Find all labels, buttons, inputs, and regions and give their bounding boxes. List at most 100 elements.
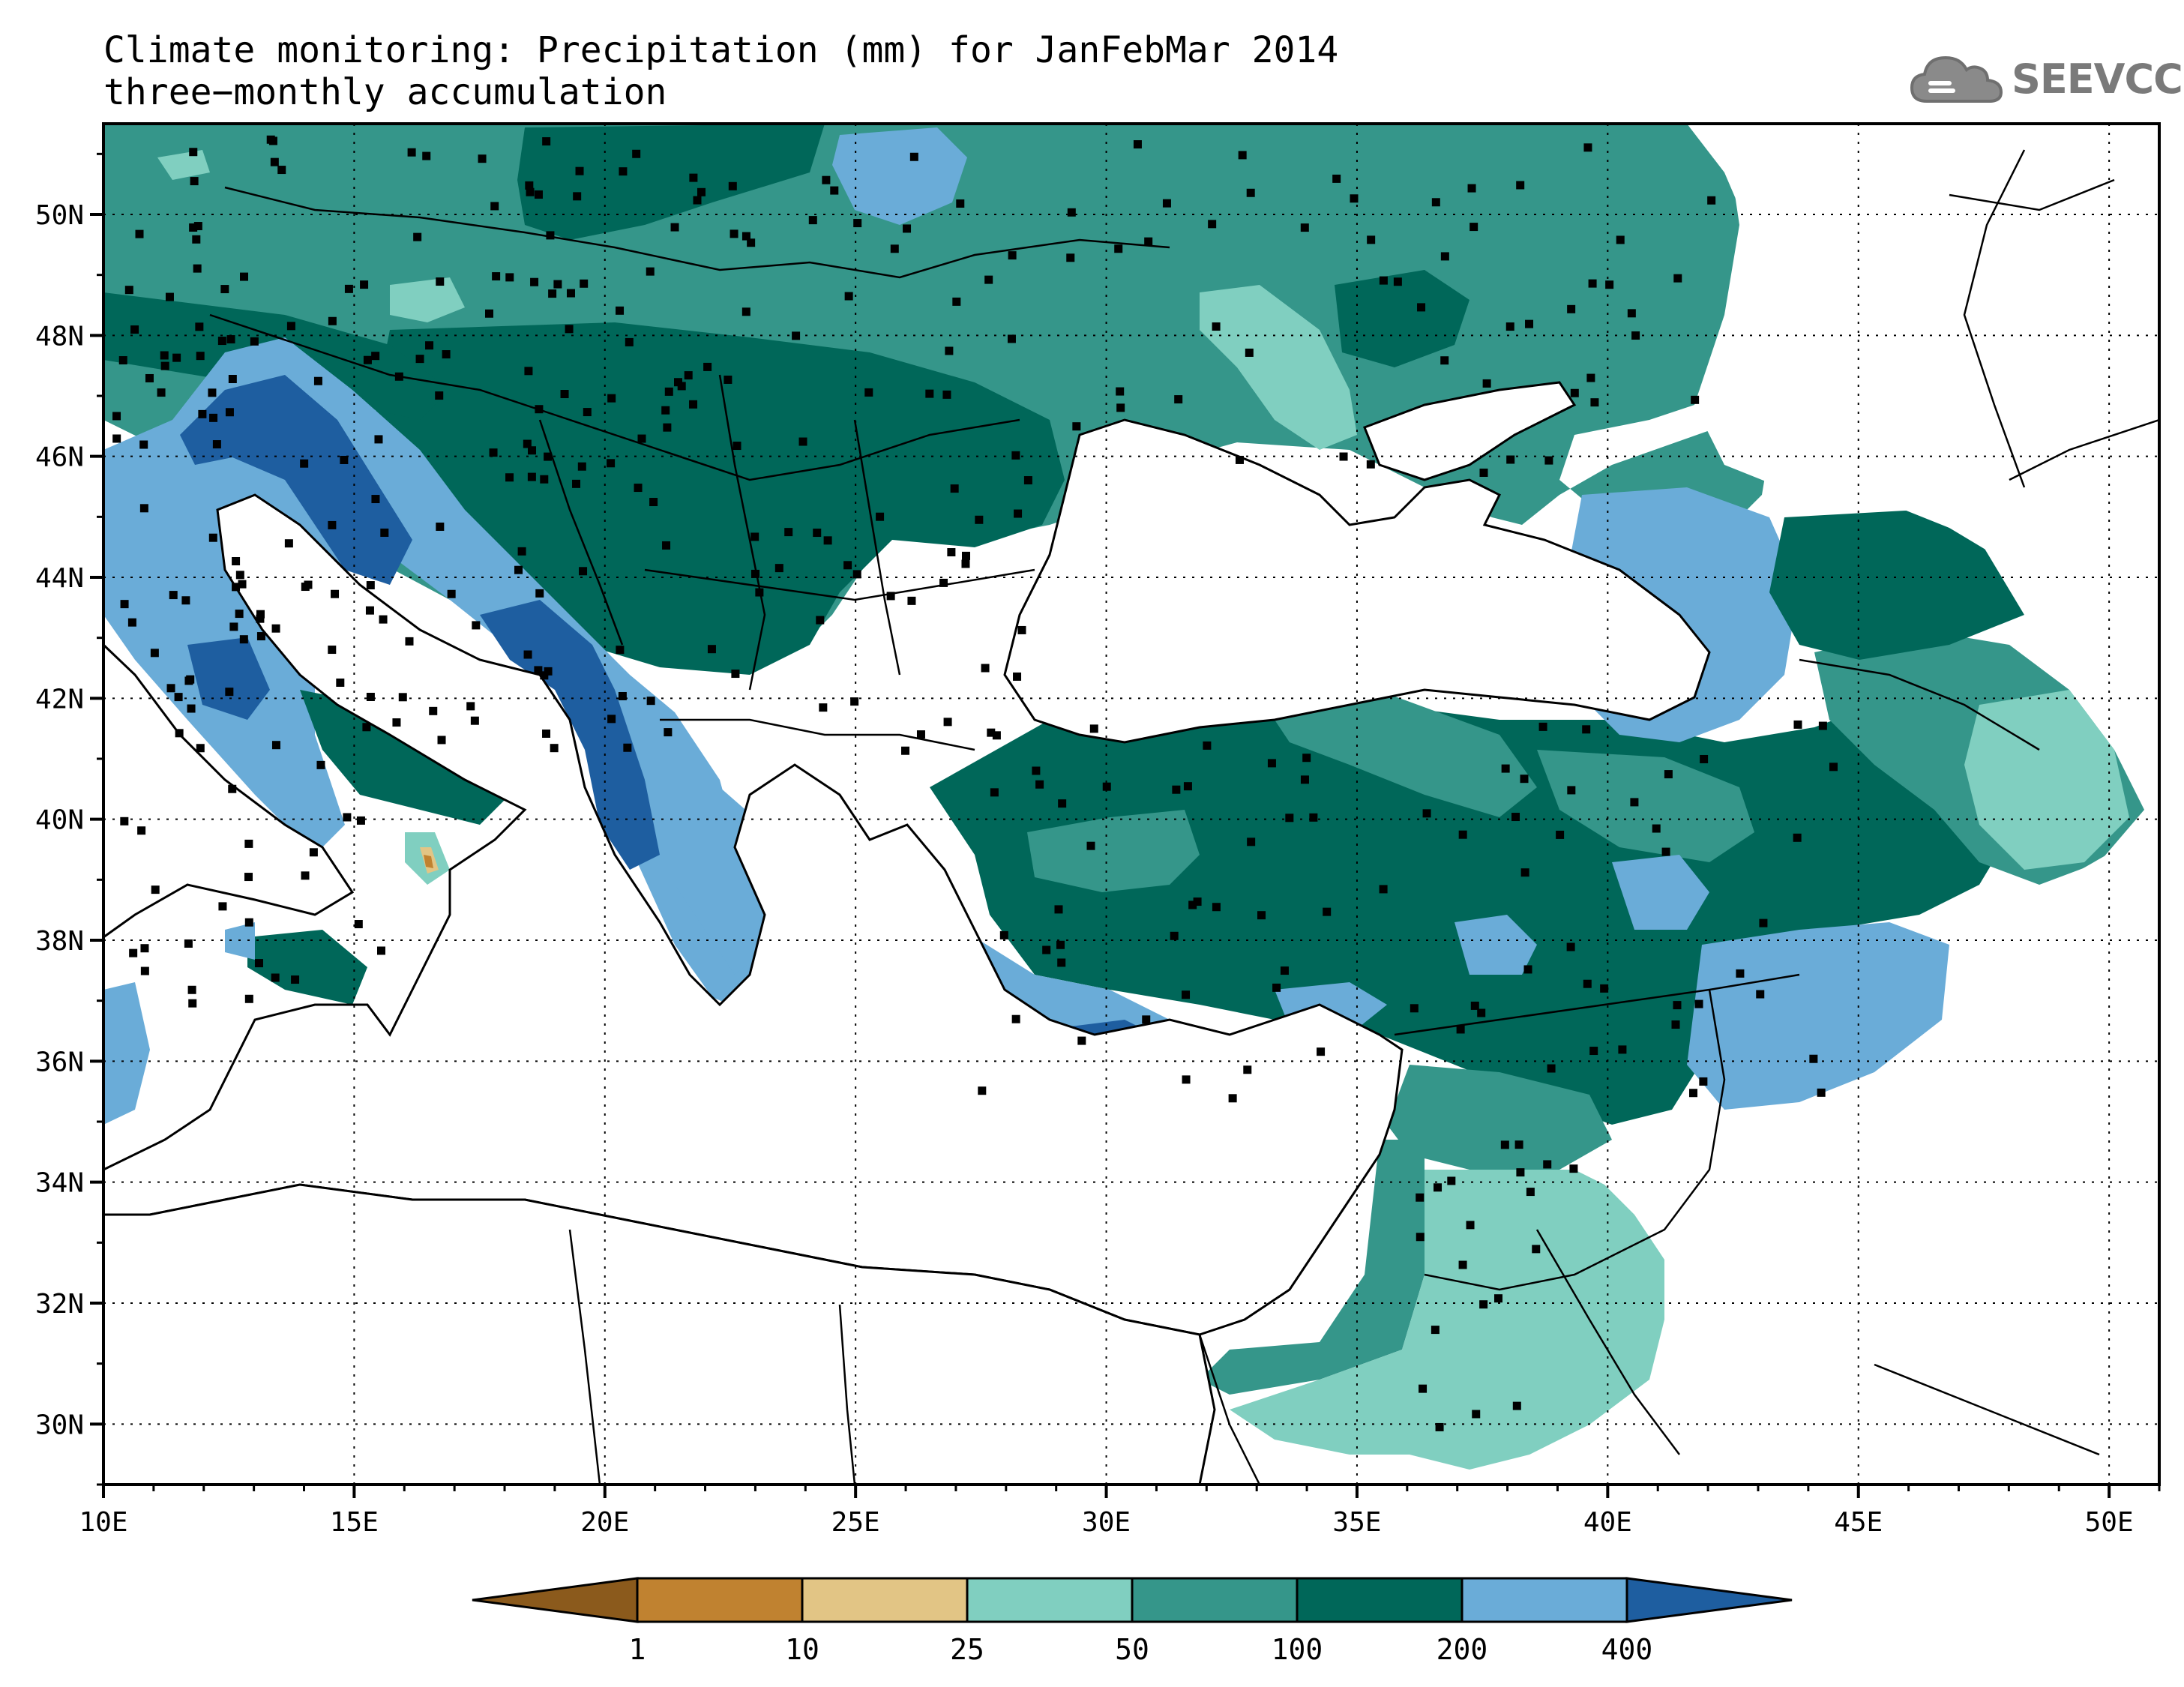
station-marker bbox=[1416, 1233, 1425, 1242]
station-marker bbox=[1054, 905, 1063, 914]
field-25-50-caucasus bbox=[1964, 690, 2129, 870]
station-marker bbox=[1431, 198, 1440, 207]
page-title: Climate monitoring: Precipitation (mm) f… bbox=[103, 29, 1339, 71]
station-marker bbox=[634, 484, 643, 493]
field-50-100-levant-coast bbox=[1200, 1140, 1425, 1395]
station-marker bbox=[808, 216, 817, 225]
station-marker bbox=[192, 235, 201, 244]
station-marker bbox=[830, 186, 839, 195]
station-marker bbox=[244, 918, 253, 927]
station-marker bbox=[978, 1086, 987, 1095]
station-marker bbox=[340, 455, 349, 464]
station-marker bbox=[429, 706, 438, 715]
station-marker bbox=[1435, 1422, 1444, 1431]
station-marker bbox=[195, 322, 204, 331]
station-marker bbox=[1671, 1020, 1680, 1029]
station-marker bbox=[741, 232, 750, 241]
station-marker bbox=[1323, 907, 1332, 916]
station-marker bbox=[1818, 721, 1827, 730]
station-marker bbox=[422, 151, 431, 160]
station-marker bbox=[1235, 455, 1244, 464]
station-marker bbox=[632, 149, 641, 158]
station-marker bbox=[244, 994, 253, 1003]
station-marker bbox=[366, 581, 375, 590]
station-marker bbox=[1700, 754, 1709, 763]
station-marker bbox=[1516, 1168, 1525, 1177]
station-marker bbox=[697, 187, 706, 196]
station-marker bbox=[1514, 1140, 1523, 1149]
station-marker bbox=[190, 177, 199, 186]
station-marker bbox=[1505, 322, 1514, 331]
station-marker bbox=[625, 337, 634, 346]
station-marker bbox=[229, 622, 238, 631]
station-marker bbox=[1440, 356, 1449, 365]
station-marker bbox=[313, 376, 322, 385]
station-marker bbox=[975, 515, 984, 524]
station-marker bbox=[470, 716, 479, 725]
station-marker bbox=[528, 446, 537, 455]
station-marker bbox=[1756, 990, 1765, 999]
station-marker bbox=[1586, 373, 1595, 382]
station-marker bbox=[232, 556, 241, 565]
station-marker bbox=[616, 306, 625, 315]
station-marker bbox=[208, 533, 217, 542]
tick-label-lon: 30E bbox=[1082, 1507, 1131, 1538]
station-marker bbox=[1467, 184, 1476, 193]
station-marker bbox=[140, 966, 149, 975]
station-marker bbox=[1089, 724, 1098, 733]
station-marker bbox=[1516, 181, 1525, 190]
station-marker bbox=[505, 473, 514, 482]
tick-label-lat: 48N bbox=[35, 321, 84, 352]
station-marker bbox=[478, 154, 487, 163]
station-marker bbox=[196, 352, 205, 361]
station-marker bbox=[1458, 830, 1467, 839]
station-marker bbox=[1133, 140, 1142, 149]
tick-label-lat: 38N bbox=[35, 926, 84, 957]
station-marker bbox=[729, 229, 738, 238]
station-marker bbox=[850, 697, 859, 706]
station-marker bbox=[962, 551, 971, 560]
station-marker bbox=[943, 718, 952, 727]
field-100-200-italy-south bbox=[300, 690, 510, 825]
colorbar-label: 10 bbox=[785, 1633, 819, 1666]
station-marker bbox=[1618, 1045, 1627, 1054]
station-marker bbox=[268, 136, 277, 145]
station-marker bbox=[618, 691, 627, 700]
field-100-200-east bbox=[1335, 270, 1469, 367]
station-marker bbox=[693, 196, 702, 205]
station-markers bbox=[112, 135, 1838, 1431]
station-marker bbox=[1208, 220, 1217, 229]
station-marker bbox=[542, 137, 551, 146]
station-marker bbox=[1482, 379, 1491, 388]
station-marker bbox=[907, 596, 916, 605]
station-marker bbox=[1512, 1401, 1521, 1410]
station-marker bbox=[961, 559, 970, 568]
station-marker bbox=[1673, 274, 1682, 283]
station-marker bbox=[945, 346, 954, 355]
station-marker bbox=[490, 202, 499, 211]
station-marker bbox=[662, 541, 671, 550]
station-marker bbox=[484, 309, 493, 318]
station-marker bbox=[1280, 966, 1289, 975]
station-marker bbox=[514, 565, 523, 574]
tick-label-lon: 15E bbox=[330, 1507, 379, 1538]
station-marker bbox=[544, 667, 553, 676]
station-marker bbox=[1689, 1089, 1698, 1098]
station-marker bbox=[220, 285, 229, 294]
station-marker bbox=[137, 826, 146, 835]
station-marker bbox=[140, 944, 149, 953]
map-frame bbox=[102, 122, 2161, 1486]
station-marker bbox=[436, 277, 445, 286]
station-marker bbox=[1317, 1047, 1326, 1056]
station-marker bbox=[987, 728, 996, 737]
station-marker bbox=[1072, 422, 1081, 431]
station-marker bbox=[1246, 188, 1255, 197]
field-25-50-north-a bbox=[390, 277, 465, 322]
station-marker bbox=[112, 412, 121, 421]
station-marker bbox=[813, 529, 822, 538]
station-marker bbox=[238, 580, 247, 589]
station-marker bbox=[844, 292, 853, 301]
station-marker bbox=[607, 459, 616, 468]
station-marker bbox=[1116, 387, 1125, 396]
station-marker bbox=[1042, 945, 1051, 954]
